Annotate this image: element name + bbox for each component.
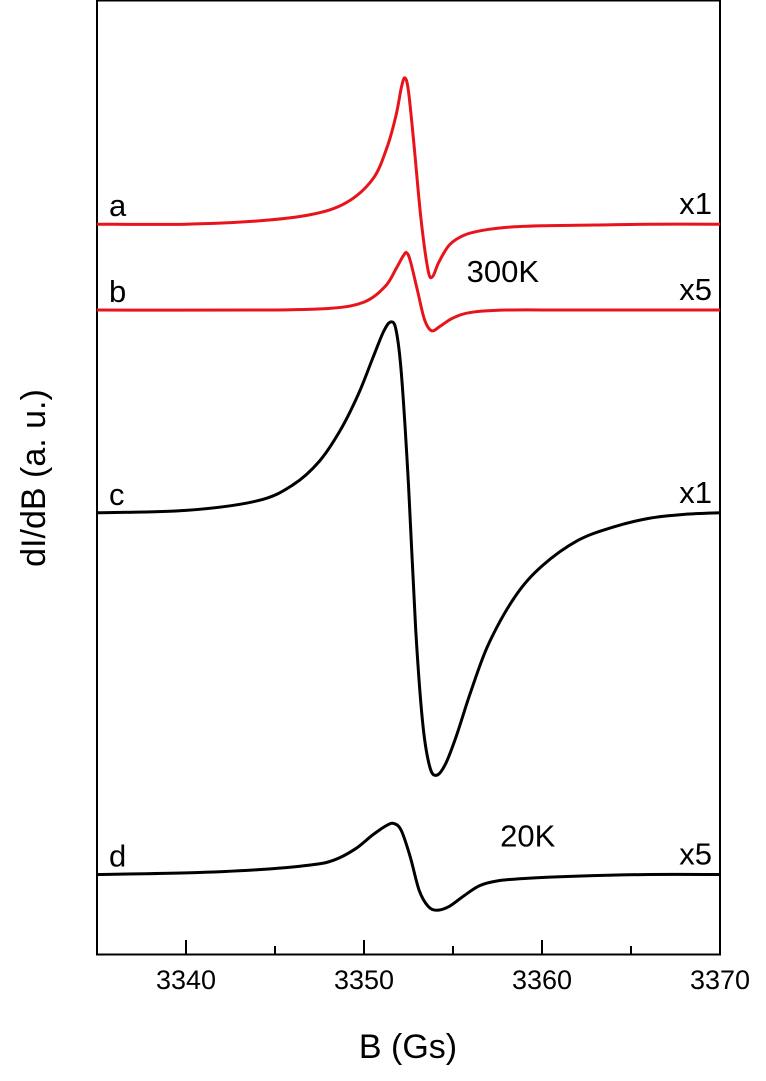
x-tick-label: 3350: [334, 965, 394, 995]
x-axis-ticks: 3340 3350 3360 3370: [96, 940, 750, 995]
series-b-line: [96, 251, 720, 333]
plot-frame: [96, 0, 721, 956]
series-d-line: [96, 821, 721, 912]
temperature-label: 20K: [500, 819, 555, 854]
x-tick-label: 3370: [690, 965, 750, 995]
x-tick-label: 3340: [156, 965, 216, 995]
series-d-label: d: [109, 839, 126, 874]
x-axis-label: B (Gs): [359, 1028, 457, 1066]
series-a-scale: x1: [679, 186, 712, 221]
series-d-scale: x5: [679, 837, 712, 872]
y-axis-label: dI/dB (a. u.): [15, 389, 53, 567]
series-a-label: a: [109, 188, 127, 223]
series-c-label: c: [109, 477, 125, 512]
x-tick-label: 3360: [512, 965, 572, 995]
series-c-scale: x1: [679, 475, 712, 510]
series-a-line: [96, 76, 721, 280]
temperature-label: 300K: [467, 254, 540, 289]
series-b-label: b: [109, 274, 126, 309]
series-b-scale: x5: [679, 272, 712, 307]
series-c-line: [96, 320, 721, 777]
series-layer: [96, 76, 721, 912]
labels-layer: a x1 b x5 c x1 d x5 300K 20K: [109, 186, 712, 873]
